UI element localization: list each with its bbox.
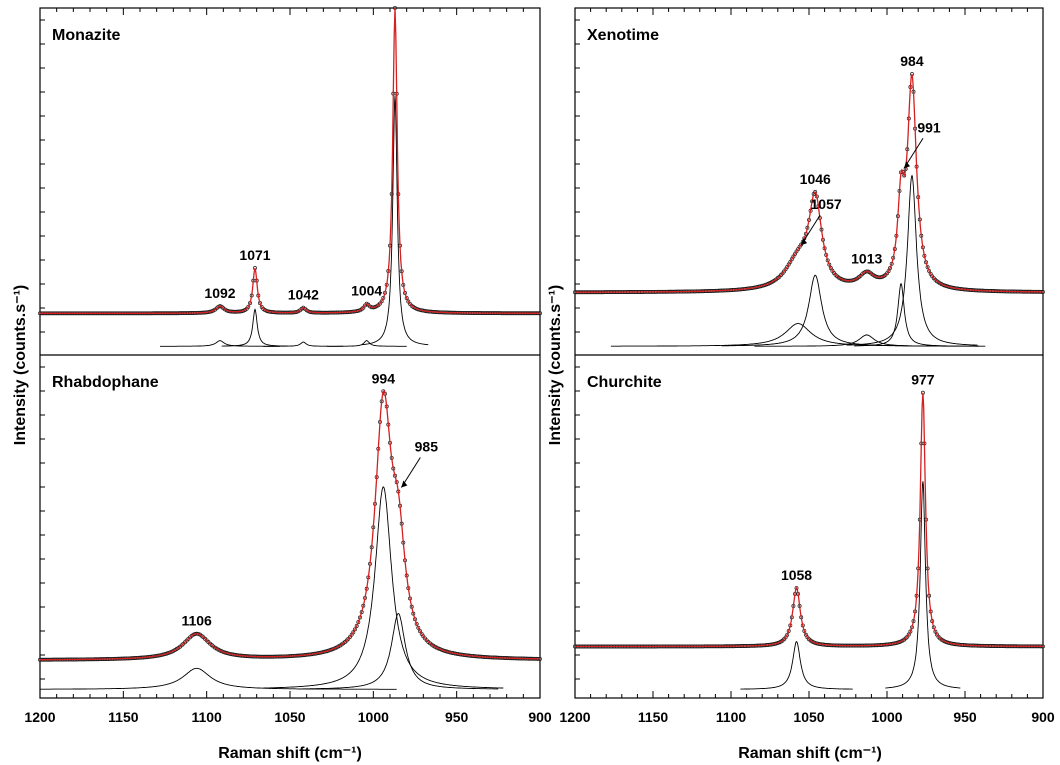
data-point: [418, 629, 422, 634]
peak-label-1004: 1004: [351, 283, 382, 299]
component-987: [361, 95, 429, 346]
component-1046: [721, 274, 909, 347]
peak-arrowhead-991: [904, 161, 911, 169]
x-tick-label: 1050: [793, 709, 824, 725]
component-985: [298, 613, 499, 690]
data-point: [353, 627, 357, 632]
left-plot-frame: [39, 7, 541, 699]
panel-churchite: Churchite 1058 977: [573, 372, 1045, 690]
peak-label-977: 977: [911, 372, 935, 388]
component-1092: [160, 340, 280, 347]
data-points: [573, 390, 1045, 649]
peak-label-1092: 1092: [204, 285, 235, 301]
spectra: Monazite 1092 1071 1042 1004 987 Rhabdophane 11…: [38, 0, 1045, 690]
peak-label-1071: 1071: [239, 247, 270, 263]
component-1106: [40, 667, 397, 690]
peak-label-987: 987: [383, 0, 407, 3]
x-tick-label: 1100: [716, 709, 747, 725]
data-point: [886, 269, 891, 274]
panel-rhabdophane: Rhabdophane 1106 994 985: [38, 370, 542, 690]
peak-arrowhead-985: [401, 480, 408, 488]
x-axis-title-right: Raman shift (cm⁻¹): [738, 745, 882, 762]
peak-label-985: 985: [415, 438, 439, 454]
component-984: [846, 174, 978, 346]
peak-label-1013: 1013: [851, 250, 882, 266]
axis-ticks: 1200 1150 1100 1050 1000 950 900 1200 1150 1100 10…: [24, 8, 1055, 725]
data-points: [38, 389, 542, 662]
right-plot-frame: [574, 7, 1044, 699]
x-tick-label: 1200: [24, 709, 55, 725]
fit-curve: [575, 73, 1043, 293]
y-axis-title-right: Intensity (counts.s⁻¹): [547, 285, 564, 445]
fit-curve: [575, 392, 1043, 648]
panel-title: Monazite: [52, 27, 121, 44]
data-point: [906, 632, 911, 637]
peak-label-984: 984: [900, 53, 924, 69]
peak-label-1046: 1046: [800, 171, 831, 187]
component-991: [854, 282, 948, 347]
x-tick-label: 1150: [108, 709, 139, 725]
x-tick-label: 900: [1031, 709, 1055, 725]
data-point: [379, 299, 384, 304]
panel-title: Xenotime: [587, 27, 659, 44]
peak-label-1058: 1058: [781, 567, 812, 583]
data-point: [794, 586, 799, 591]
peak-label-994: 994: [372, 370, 396, 386]
x-tick-label: 1200: [559, 709, 590, 725]
peak-label-991: 991: [917, 119, 941, 135]
data-points: [38, 5, 542, 316]
x-tick-label: 1100: [191, 709, 222, 725]
x-axis-title-left: Raman shift (cm⁻¹): [218, 745, 362, 762]
component-1071: [221, 308, 289, 347]
x-tick-label: 950: [953, 709, 977, 725]
x-tick-label: 1000: [871, 709, 902, 725]
fit-curve: [40, 7, 540, 314]
data-point: [351, 630, 356, 635]
peak-label-1057: 1057: [811, 196, 842, 212]
fit-curve: [40, 390, 540, 661]
component-1057: [610, 323, 986, 347]
component-994: [263, 486, 504, 689]
component-1004: [326, 340, 407, 347]
peak-label-1106: 1106: [181, 613, 212, 629]
panel-monazite: Monazite 1092 1071 1042 1004 987: [38, 0, 542, 347]
y-axis-title-left: Intensity (counts.s⁻¹): [12, 285, 29, 445]
component-1058: [740, 641, 853, 690]
x-tick-label: 1050: [274, 709, 305, 725]
x-tick-label: 900: [528, 709, 552, 725]
panel-xenotime: Xenotime 1057 1046 1013 991 984: [573, 27, 1045, 347]
data-point: [246, 304, 251, 309]
panel-title: Rhabdophane: [52, 374, 159, 391]
x-tick-label: 950: [445, 709, 469, 725]
panel-title: Churchite: [587, 374, 662, 391]
component-977: [885, 481, 961, 689]
data-point: [813, 190, 818, 194]
peak-arrowhead-1057: [801, 238, 808, 246]
x-tick-label: 1000: [358, 709, 389, 725]
x-tick-label: 1150: [638, 709, 669, 725]
peak-label-1042: 1042: [288, 287, 319, 303]
